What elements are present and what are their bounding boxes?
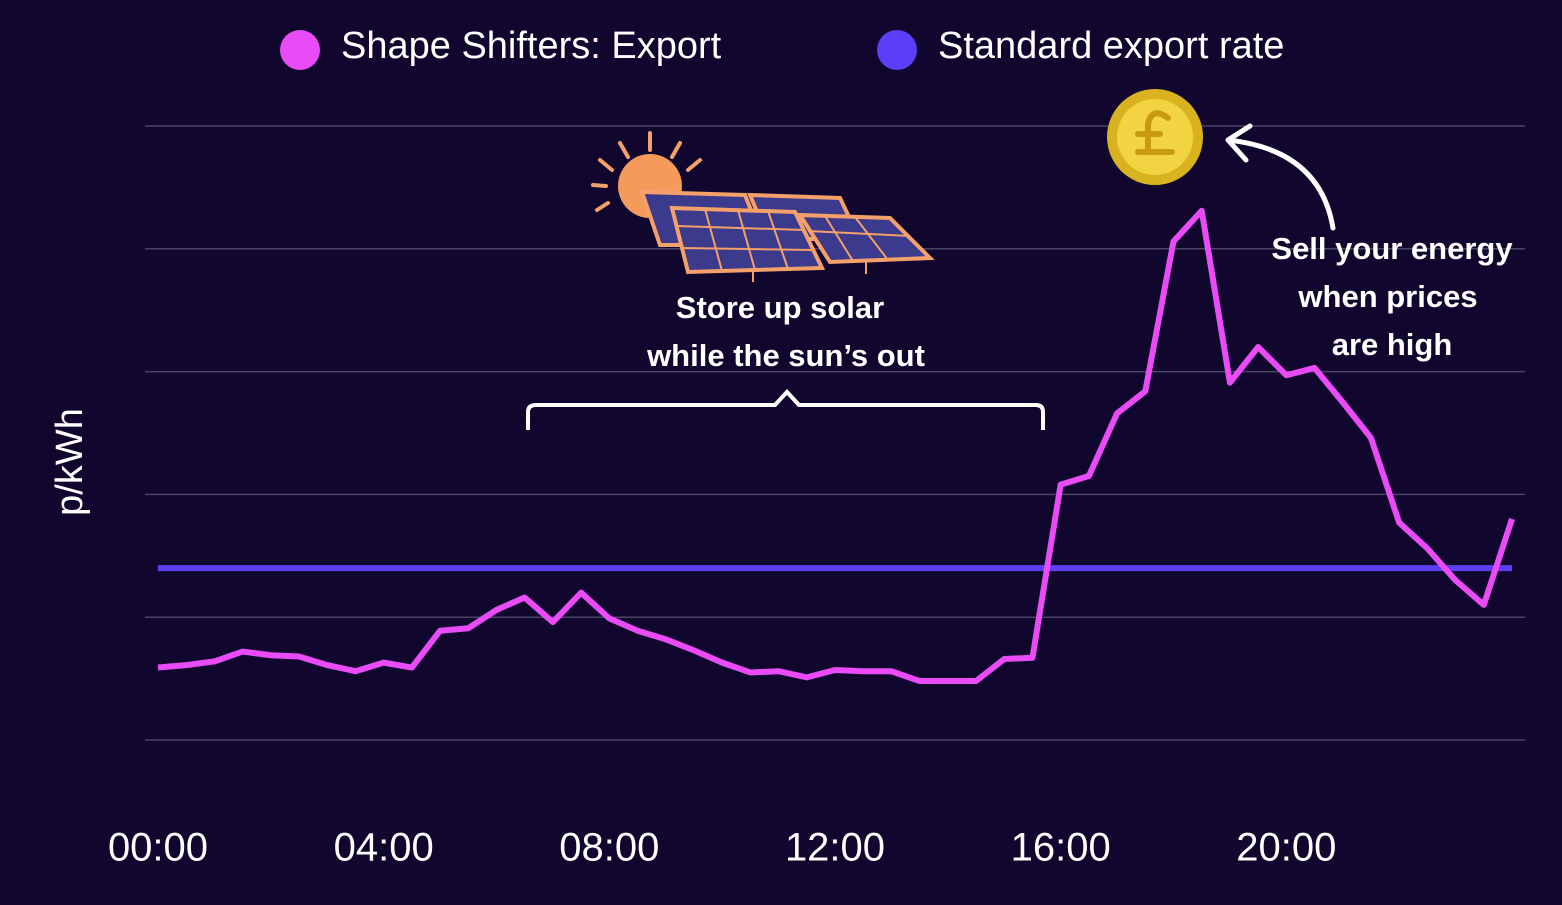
plot <box>157 207 1515 685</box>
x-tick-label: 20:00 <box>1236 826 1336 870</box>
annotation: while the sun’s out <box>646 338 925 373</box>
solar-icon <box>591 131 935 282</box>
y-axis-label: p/kWh <box>49 408 91 516</box>
series-line <box>157 207 1515 685</box>
x-tick-label: 04:00 <box>334 826 434 870</box>
legend-marker <box>877 30 917 70</box>
annotation: Sell your energy <box>1271 231 1513 266</box>
legend-label: Standard export rate <box>938 25 1284 67</box>
annotation: when prices <box>1297 279 1477 314</box>
coin-icon <box>1107 89 1203 185</box>
arrow <box>1225 123 1336 231</box>
legend-label: Shape Shifters: Export <box>341 25 722 67</box>
x-tick-label: 00:00 <box>108 826 208 870</box>
legend-marker <box>280 30 320 70</box>
annotation: are high <box>1332 327 1453 362</box>
annotation: Store up solar <box>676 290 884 325</box>
x-tick-label: 16:00 <box>1011 826 1111 870</box>
x-tick-label: 08:00 <box>559 826 659 870</box>
x-tick-label: 12:00 <box>785 826 885 870</box>
brace <box>526 389 1045 430</box>
